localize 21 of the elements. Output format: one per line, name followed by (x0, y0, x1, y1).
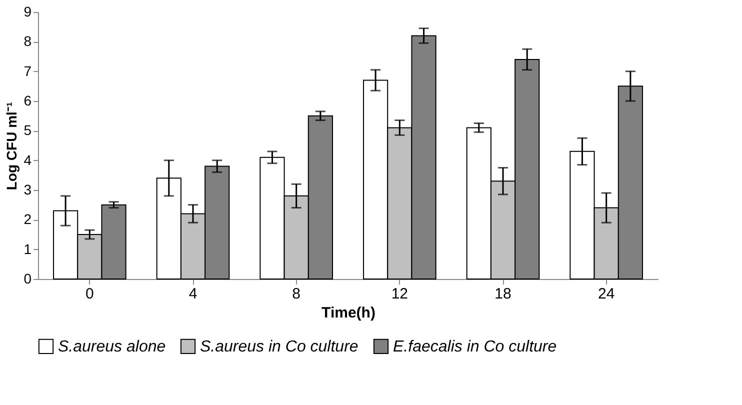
y-tick-label: 6 (24, 92, 32, 108)
x-tick-label: 8 (292, 286, 301, 302)
legend-label: S.aureus alone (58, 338, 166, 356)
y-tick-label: 4 (24, 152, 32, 168)
x-tick-label: 24 (598, 286, 615, 302)
y-tick-label: 3 (24, 182, 32, 198)
x-axis-title: Time(h) (322, 304, 376, 322)
x-tick-label: 0 (85, 286, 94, 302)
y-tick-label: 7 (24, 62, 32, 79)
legend-label: E.faecalis in Co culture (393, 338, 557, 356)
y-axis-title: Log CFU ml⁻¹ (4, 102, 20, 190)
y-tick-label: 8 (24, 33, 32, 50)
y-tick-label: 5 (24, 122, 32, 138)
y-tick-label: 0 (24, 270, 32, 286)
y-tick-label: 9 (24, 4, 32, 20)
x-tick-label: 12 (391, 286, 408, 302)
y-tick-label: 2 (24, 211, 32, 228)
y-tick-label: 1 (24, 240, 32, 257)
x-tick-label: 4 (188, 286, 198, 302)
x-tick-label: 18 (494, 286, 512, 302)
legend-label: S.aureus in Co culture (200, 338, 358, 356)
